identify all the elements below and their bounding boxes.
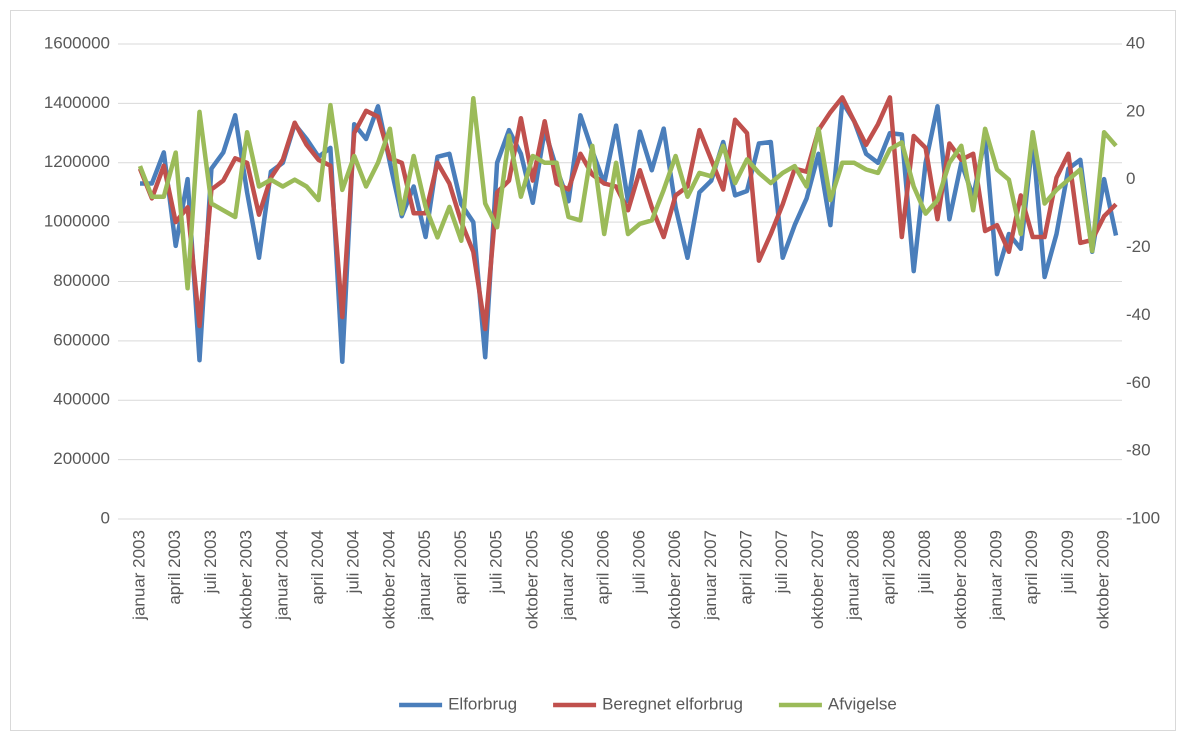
x-tick-label: april 2007 — [737, 530, 756, 605]
x-tick-label: oktober 2007 — [808, 530, 827, 629]
x-tick-label: juli 2009 — [1058, 530, 1077, 594]
x-tick-label: april 2003 — [165, 530, 184, 605]
data-line — [137, 96, 1118, 291]
x-tick-label: april 2006 — [594, 530, 613, 605]
x-tick-label: oktober 2008 — [951, 530, 970, 629]
y-tick-label: 1200000 — [44, 152, 110, 171]
y2-tick-label: 0 — [1126, 169, 1135, 188]
y-tick-label: 1400000 — [44, 93, 110, 112]
x-tick-label: januar 2009 — [986, 530, 1005, 621]
y-tick-label: 0 — [101, 508, 110, 527]
y2-tick-label: 20 — [1126, 101, 1145, 120]
y2-tick-label: -80 — [1126, 441, 1151, 460]
x-tick-label: april 2004 — [308, 530, 327, 605]
x-tick-label: juli 2004 — [344, 530, 363, 594]
data-line — [137, 95, 1118, 332]
y2-tick-label: -100 — [1126, 508, 1160, 527]
legend-label: Beregnet elforbrug — [602, 694, 743, 713]
x-tick-label: januar 2008 — [844, 530, 863, 621]
x-tick-label: april 2005 — [451, 530, 470, 605]
x-tick-label: januar 2006 — [558, 530, 577, 621]
y-tick-label: 1000000 — [44, 212, 110, 231]
x-tick-label: oktober 2003 — [237, 530, 256, 629]
y-tick-label: 600000 — [53, 330, 110, 349]
x-tick-label: juli 2006 — [629, 530, 648, 594]
y-tick-label: 800000 — [53, 271, 110, 290]
x-tick-label: januar 2003 — [129, 530, 148, 621]
x-tick-label: juli 2008 — [915, 530, 934, 594]
x-tick-label: januar 2005 — [415, 530, 434, 621]
y2-tick-label: 40 — [1126, 33, 1145, 52]
legend-label: Elforbrug — [448, 694, 517, 713]
y-tick-label: 400000 — [53, 390, 110, 409]
x-tick-label: januar 2004 — [272, 530, 291, 621]
x-tick-label: oktober 2009 — [1094, 530, 1113, 629]
x-tick-label: april 2008 — [879, 530, 898, 605]
x-tick-label: april 2009 — [1022, 530, 1041, 605]
y2-tick-label: -60 — [1126, 373, 1151, 392]
y2-tick-label: -20 — [1126, 237, 1151, 256]
x-tick-label: oktober 2006 — [665, 530, 684, 629]
x-tick-label: januar 2007 — [701, 530, 720, 621]
y-tick-label: 200000 — [53, 449, 110, 468]
x-tick-label: juli 2005 — [487, 530, 506, 594]
x-tick-label: juli 2007 — [772, 530, 791, 594]
legend-label: Afvigelse — [828, 694, 897, 713]
x-tick-label: juli 2003 — [201, 530, 220, 594]
y2-tick-label: -40 — [1126, 305, 1151, 324]
x-tick-label: oktober 2004 — [379, 530, 398, 629]
x-tick-label: oktober 2005 — [522, 530, 541, 629]
y-tick-label: 1600000 — [44, 33, 110, 52]
chart-border — [10, 10, 1176, 731]
